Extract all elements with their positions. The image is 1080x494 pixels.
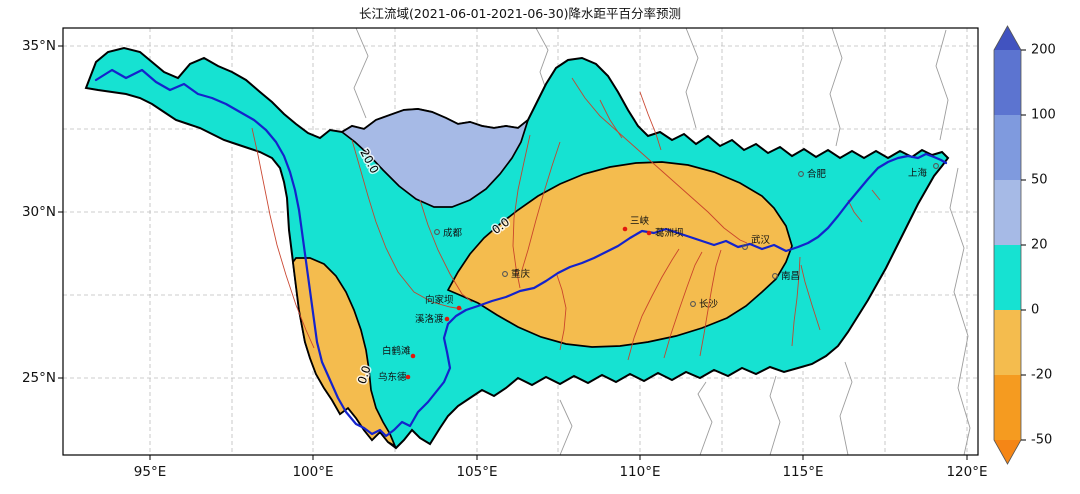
colorbar-labels: 200 100 50 20 0 -20 -50 [1031,43,1056,448]
tributary-river [571,77,748,244]
colorbar-label-20: 20 [1031,238,1048,253]
negative-anomaly-region-southwest [292,257,397,448]
y-axis-labels: 35°N 30°N 25°N [22,38,56,386]
province-line [559,399,573,455]
tributary-river [521,141,561,271]
yangtze-main-river [94,68,948,438]
x-tick-label-95e: 95°E [134,464,166,480]
positive-anomaly-region-north [340,108,530,208]
place-label-sanxia: 三峡 [630,215,650,227]
province-line [769,375,781,455]
province-line [829,28,843,147]
colorbar-label-neg50: -50 [1031,433,1052,448]
place-label-gezhouba: 葛洲坝 [655,227,684,239]
x-tick-label-110e: 110°E [619,464,660,480]
city-marker-shanghai [933,163,939,169]
colorbar-segment-100-200 [994,50,1021,115]
plot-border [62,27,979,456]
map-layers: 20.0 0.0 0.0 成都 重庆 武汉 长沙 南昌 合肥 上海 白鹤滩 乌东… [84,28,971,455]
tributary-river [251,127,315,349]
colorbar-ticks [1021,49,1026,441]
place-label-nanchang: 南昌 [781,270,800,282]
colorbar-segment-50-100 [994,115,1021,180]
tributary-river [639,91,662,151]
tributary-river [699,249,722,357]
colorbar-label-200: 200 [1031,43,1056,58]
tributary-river [351,139,463,310]
place-label-shanghai: 上海 [908,167,928,179]
city-marker-chengdu [434,229,440,235]
colorbar-label-0: 0 [1031,303,1039,318]
tributary-river [800,264,821,331]
x-tick-label-105e: 105°E [456,464,497,480]
colorbar-segment-neg20-0 [994,310,1021,375]
city-marker-wuhan [742,244,748,250]
dam-marker-xiluodu [444,316,450,322]
x-axis-ticks [149,455,968,460]
y-tick-label-25n: 25°N [22,370,56,386]
tributary-river [512,134,531,289]
tributary-river [791,256,801,347]
province-line [697,381,713,455]
tributary-rivers [251,77,881,361]
place-label-xiangjiaba: 向家坝 [425,294,454,306]
tributary-river [627,248,680,361]
x-tick-label-120e: 120°E [946,464,987,480]
tributary-river [599,99,623,139]
x-tick-label-115e: 115°E [782,464,823,480]
city-marker-nanchang [772,273,778,279]
dam-labels: 三峡 葛洲坝 向家坝 溪洛渡 [405,215,684,380]
province-line [839,361,853,455]
city-marker-changsha [690,301,696,307]
y-tick-label-35n: 35°N [22,38,56,54]
province-line [935,29,949,141]
dam-marker-gezhouba [646,230,652,236]
city-labels: 成都 重庆 武汉 长沙 南昌 合肥 上海 白鹤滩 乌东德 [378,163,939,383]
province-line [353,28,369,119]
colorbar-segment-neg50-neg20 [994,375,1021,440]
colorbar-arrow-above-200 [994,26,1021,50]
province-line [535,28,549,93]
colorbar-segment-20-50 [994,180,1021,245]
colorbar-arrow-below-neg50 [994,440,1021,464]
place-label-hefei: 合肥 [807,168,827,180]
tributary-river [663,251,703,359]
dam-marker-xiangjiaba [456,305,462,311]
province-line [685,28,699,129]
tributary-river [556,274,567,351]
tributary-river [419,199,473,303]
colorbar: 200 100 50 20 0 -20 -50 [993,25,1056,465]
place-label-changsha: 长沙 [699,298,719,310]
place-label-wuhan: 武汉 [751,234,771,246]
place-label-baihetan: 白鹤滩 [382,345,411,357]
city-marker-chongqing [502,271,508,277]
tributary-river [847,199,863,223]
colorbar-label-neg20: -20 [1031,368,1052,383]
place-label-chongqing: 重庆 [511,268,531,280]
dam-marker-baihetan [410,353,416,359]
dam-marker-sanxia [622,226,628,232]
place-label-xiluodu: 溪洛渡 [415,313,444,325]
place-label-chengdu: 成都 [443,227,463,239]
figure-title: 长江流域(2021-06-01-2021-06-30)降水距平百分率预测 [359,6,681,21]
y-tick-label-30n: 30°N [22,204,56,220]
colorbar-label-50: 50 [1031,173,1048,188]
colorbar-segment-0-20 [994,245,1021,310]
province-line [949,167,971,455]
colorbar-label-100: 100 [1031,108,1056,123]
place-label-wudongde: 乌东德 [378,371,407,383]
province-boundaries [353,28,971,455]
dam-marker-wudongde [405,374,411,380]
y-axis-ticks [58,45,63,379]
city-marker-hefei [798,171,804,177]
tributary-river [871,189,881,201]
x-axis-labels: 95°E 100°E 105°E 110°E 115°E 120°E [134,464,988,480]
x-tick-label-100e: 100°E [292,464,333,480]
